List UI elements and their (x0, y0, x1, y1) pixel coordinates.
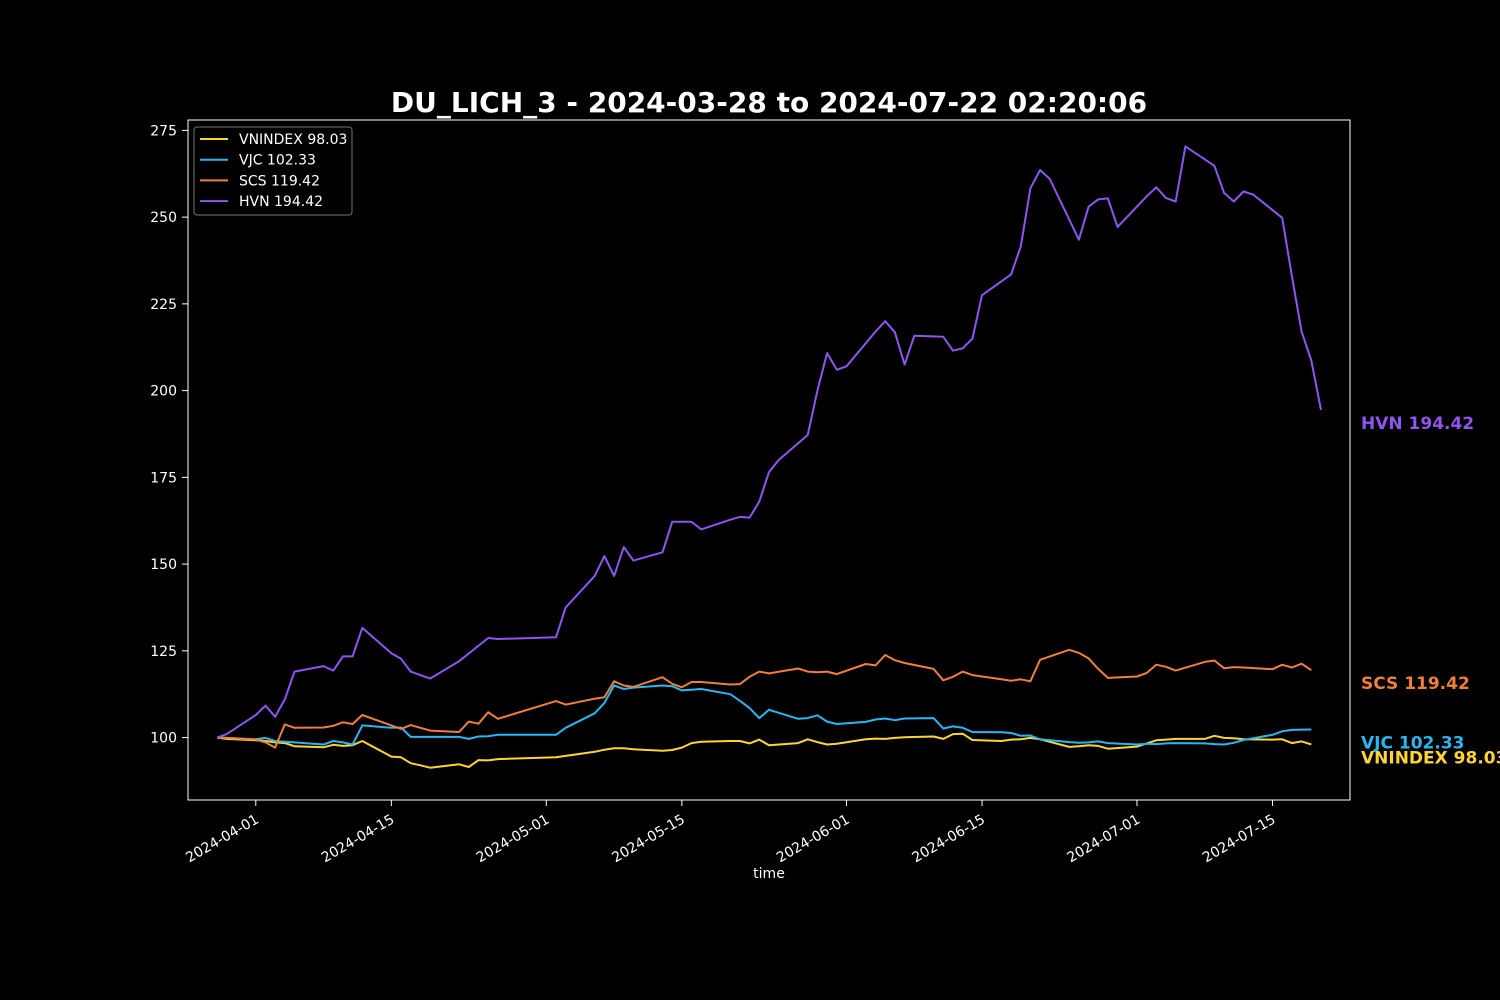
x-tick-label: 2024-04-15 (319, 812, 397, 867)
x-tick-label: 2024-06-15 (910, 812, 988, 867)
plot-area-frame (187, 119, 1351, 801)
y-tick-label: 175 (150, 470, 177, 486)
y-tick-label: 225 (150, 297, 177, 313)
chart-title: DU_LICH_3 - 2024-03-28 to 2024-07-22 02:… (391, 86, 1147, 119)
series-end-label-1: VJC 102.33 (1361, 733, 1464, 753)
x-tick-label: 2024-04-01 (183, 812, 261, 867)
y-axis: 100 125 150 175 200 225 250 275 (150, 123, 188, 747)
x-axis-label: time (753, 866, 785, 882)
legend-entry-3: HVN 194.42 (239, 194, 323, 210)
y-tick-label: 200 (150, 384, 177, 400)
y-tick-label: 125 (150, 644, 177, 660)
series-end-label-0: VNINDEX 98.03 (1361, 748, 1500, 768)
series-end-label-3: HVN 194.42 (1361, 414, 1474, 434)
y-tick-label: 250 (150, 210, 177, 226)
legend-entry-0: VNINDEX 98.03 (239, 132, 347, 148)
x-tick-label: 2024-07-15 (1200, 812, 1278, 867)
series-line-1 (217, 684, 1312, 746)
x-tick-label: 2024-06-01 (774, 812, 852, 867)
x-axis: 2024-04-01 2024-04-15 2024-05-01 2024-05-15… (183, 800, 1279, 867)
series-lines (216, 145, 1322, 769)
series-end-label-2: SCS 119.42 (1361, 674, 1470, 694)
x-tick-label: 2024-07-01 (1064, 812, 1142, 867)
x-tick-label: 2024-05-01 (474, 812, 552, 867)
y-tick-label: 100 (150, 731, 177, 747)
y-tick-label: 150 (150, 557, 177, 573)
legend-entry-2: SCS 119.42 (239, 173, 320, 189)
series-line-3 (216, 145, 1322, 739)
y-tick-label: 275 (150, 123, 177, 139)
legend-box (193, 126, 353, 216)
x-tick-label: 2024-05-15 (609, 812, 687, 867)
legend: VNINDEX 98.03 VJC 102.33 SCS 119.42 HVN 194… (193, 126, 353, 216)
series-line-2 (217, 648, 1312, 749)
legend-entry-1: VJC 102.33 (239, 153, 316, 169)
series-line-0 (216, 732, 1312, 769)
